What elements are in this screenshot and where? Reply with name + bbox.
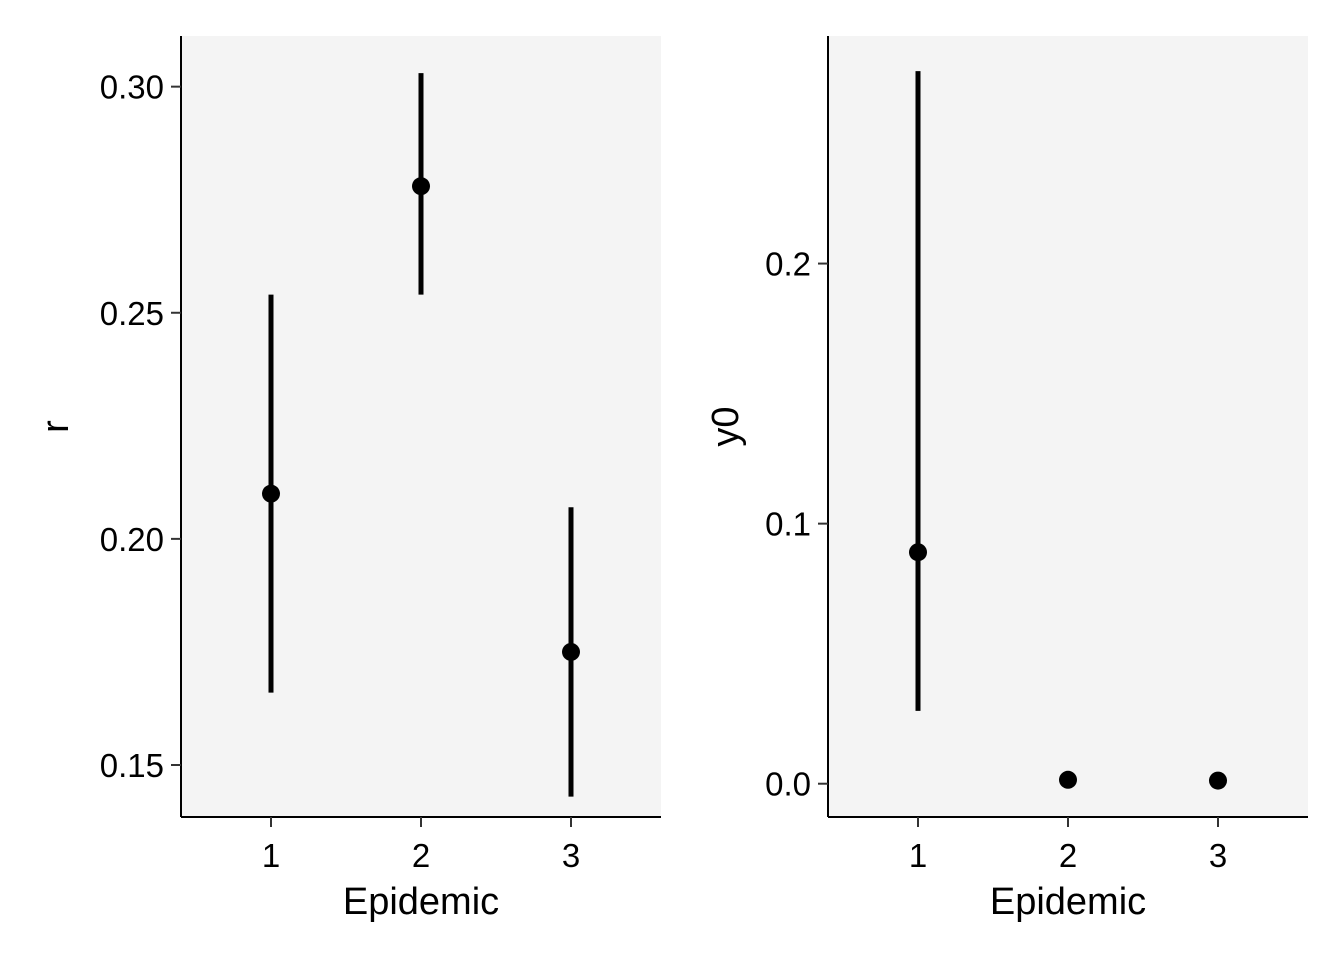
y-tick-label: 0.25 bbox=[100, 295, 164, 332]
data-point bbox=[562, 642, 580, 661]
x-axis-title: Epidemic bbox=[343, 881, 499, 923]
x-tick-label: 3 bbox=[562, 837, 580, 874]
x-tick-label: 2 bbox=[1059, 837, 1077, 874]
y-axis-title: y0 bbox=[705, 406, 747, 446]
y-tick-label: 0.20 bbox=[100, 521, 164, 558]
panel-background bbox=[828, 36, 1308, 817]
panel-y0: 0.0 0.1 0.2 1 2 3 Epidemic y0 bbox=[705, 36, 1308, 923]
x-tick-label: 1 bbox=[262, 837, 280, 874]
data-point bbox=[262, 484, 280, 503]
data-point bbox=[412, 177, 430, 196]
data-point bbox=[1059, 770, 1077, 789]
y-tick-label: 0.2 bbox=[765, 246, 811, 283]
y-tick-label: 0.15 bbox=[100, 747, 164, 784]
panel-r: 0.15 0.20 0.25 0.30 1 2 3 Epidemic r bbox=[35, 36, 661, 923]
x-tick-label: 3 bbox=[1209, 837, 1227, 874]
data-point bbox=[909, 543, 927, 562]
x-tick-label: 2 bbox=[412, 837, 430, 874]
y-tick-label: 0.1 bbox=[765, 506, 811, 543]
y-tick-label: 0.0 bbox=[765, 766, 811, 803]
x-tick-label: 1 bbox=[909, 837, 927, 874]
y-axis-title: r bbox=[35, 420, 77, 433]
data-point bbox=[1209, 771, 1227, 790]
x-axis-title: Epidemic bbox=[990, 881, 1146, 923]
y-tick-label: 0.30 bbox=[100, 69, 164, 106]
